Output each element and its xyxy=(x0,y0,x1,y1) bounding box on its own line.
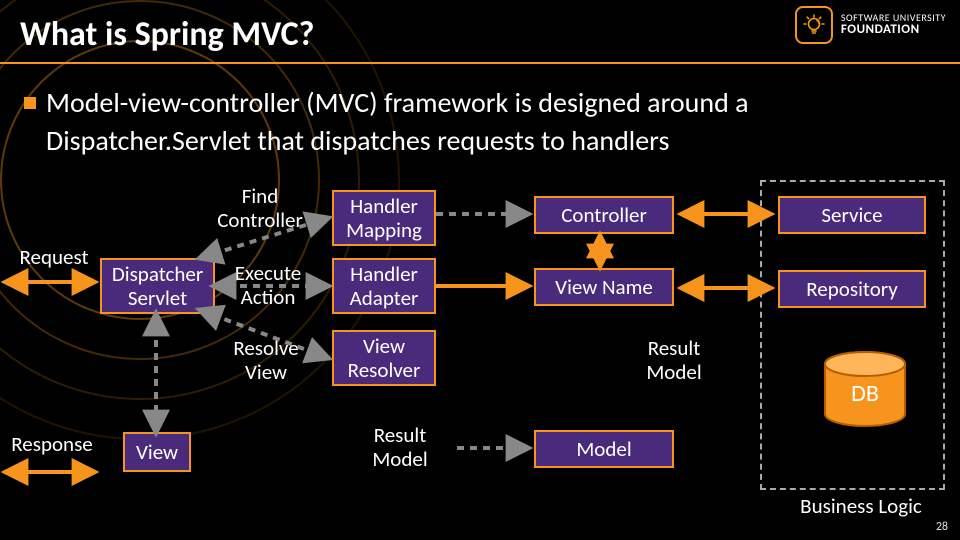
box-controller: Controller xyxy=(534,196,674,234)
box-model: Model xyxy=(534,430,674,468)
box-view: View xyxy=(123,432,191,472)
label-result-model-right: Result Model xyxy=(624,336,724,384)
db-cylinder: DB xyxy=(820,350,910,437)
box-service: Service xyxy=(778,196,926,234)
label-business-logic: Business Logic xyxy=(776,494,946,518)
box-view-name: View Name xyxy=(534,268,674,306)
label-find-controller: Find Controller xyxy=(200,184,320,232)
brand-text: SOFTWARE UNIVERSITY FOUNDATION xyxy=(841,12,946,38)
box-handler-adapter: Handler Adapter xyxy=(332,258,436,314)
box-handler-mapping: Handler Mapping xyxy=(332,190,436,246)
lightbulb-icon xyxy=(795,6,833,44)
page-number: 28 xyxy=(936,520,948,534)
slide-title: What is Spring MVC? xyxy=(20,14,314,55)
label-request: Request xyxy=(4,245,104,269)
title-rule xyxy=(0,62,960,64)
bullet-text: Model-view-controller (MVC) framework is… xyxy=(46,84,936,160)
slide: What is Spring MVC? SOFTWARE UNIVERSITY … xyxy=(0,0,960,540)
brand-logo: SOFTWARE UNIVERSITY FOUNDATION xyxy=(795,6,946,44)
label-result-model-bottom: Result Model xyxy=(350,423,450,471)
label-execute-action: Execute Action xyxy=(218,261,318,309)
brand-line2: FOUNDATION xyxy=(841,22,920,37)
box-dispatcher-servlet: Dispatcher Servlet xyxy=(100,258,215,314)
bullet-icon xyxy=(24,97,36,109)
box-view-resolver: View Resolver xyxy=(332,330,436,386)
box-repository: Repository xyxy=(778,270,926,308)
label-resolve-view: Resolve View xyxy=(216,336,316,384)
db-label: DB xyxy=(820,380,910,408)
bullet-row: Model-view-controller (MVC) framework is… xyxy=(24,84,936,160)
label-response: Response xyxy=(2,432,102,456)
